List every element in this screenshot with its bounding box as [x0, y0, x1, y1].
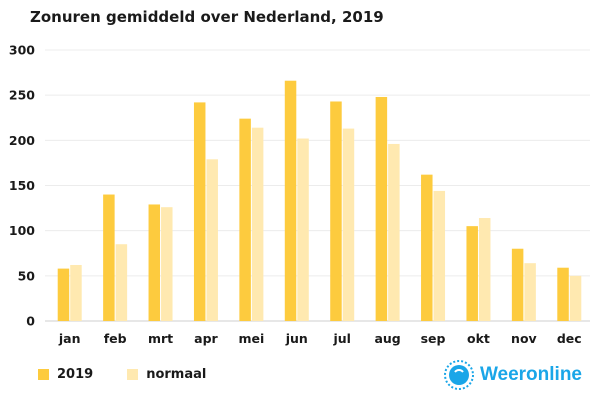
y-tick-label-250: 250: [9, 88, 35, 103]
bar-normaal-mrt: [161, 207, 173, 321]
bar-2019-nov: [511, 248, 524, 321]
bar-2019-jun: [284, 80, 297, 321]
legend-label-normaal: normaal: [146, 367, 207, 382]
y-tick-label-300: 300: [9, 43, 35, 58]
x-tick-label-nov: nov: [511, 331, 537, 346]
bar-normaal-mei: [251, 127, 264, 321]
bar-2019-mrt: [148, 204, 161, 321]
bar-2019-feb: [103, 194, 115, 321]
y-tick-label-150: 150: [9, 178, 35, 193]
legend: 2019 normaal: [38, 367, 240, 382]
legend-swatch-2019: [38, 369, 49, 380]
x-tick-label-dec: dec: [557, 331, 582, 346]
bar-normaal-aug: [388, 143, 400, 321]
x-tick-label-jan: jan: [58, 331, 81, 346]
bar-normaal-apr: [206, 159, 218, 321]
x-tick-label-jul: jul: [332, 331, 350, 346]
x-tick-label-mrt: mrt: [148, 331, 173, 346]
bar-normaal-jan: [70, 264, 82, 321]
sun-logo-icon: [443, 360, 474, 390]
bar-normaal-dec: [569, 275, 582, 321]
x-tick-label-aug: aug: [374, 331, 400, 346]
x-tick-label-apr: apr: [194, 331, 218, 346]
bar-normaal-jul: [342, 128, 355, 321]
x-tick-label-jun: jun: [285, 331, 308, 346]
bar-normaal-sep: [433, 190, 446, 321]
bar-normaal-okt: [478, 218, 491, 321]
y-tick-label-100: 100: [9, 223, 35, 238]
y-tick-label-200: 200: [9, 133, 35, 148]
bar-2019-mei: [239, 118, 251, 321]
x-tick-label-mei: mei: [238, 331, 264, 346]
bar-normaal-jun: [297, 138, 309, 321]
y-tick-label-0: 0: [26, 314, 35, 329]
brand-logo: Weeronline: [443, 360, 582, 390]
legend-label-2019: 2019: [57, 367, 94, 382]
bar-chart: 0 50 100 150 200 250 300 jan feb mrt apr mei jun jul a…: [9, 43, 590, 346]
x-tick-label-feb: feb: [104, 331, 127, 346]
bar-2019-dec: [557, 267, 569, 321]
bar-2019-aug: [375, 96, 388, 322]
brand-name: Weeronline: [479, 364, 582, 385]
bar-2019-sep: [421, 174, 433, 321]
bar-2019-apr: [193, 102, 206, 321]
legend-item-2019: 2019: [38, 367, 93, 382]
y-tick-label-50: 50: [18, 268, 36, 283]
x-tick-label-okt: okt: [467, 331, 490, 346]
x-tick-label-sep: sep: [421, 331, 446, 346]
bar-2019-jul: [330, 101, 342, 322]
chart-title: Zonuren gemiddeld over Nederland, 2019: [30, 8, 384, 26]
bar-2019-jan: [57, 268, 70, 321]
bar-2019-okt: [466, 226, 478, 321]
legend-swatch-normaal: [127, 369, 139, 380]
legend-item-normaal: normaal: [127, 367, 206, 382]
bar-normaal-nov: [524, 263, 536, 321]
bar-normaal-feb: [115, 244, 128, 321]
